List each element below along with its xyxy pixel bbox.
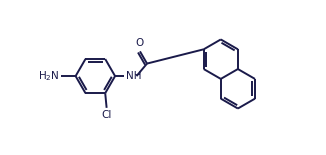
Text: Cl: Cl <box>101 110 112 120</box>
Text: H$_2$N: H$_2$N <box>38 69 60 83</box>
Text: O: O <box>136 38 144 48</box>
Text: NH: NH <box>126 71 142 81</box>
